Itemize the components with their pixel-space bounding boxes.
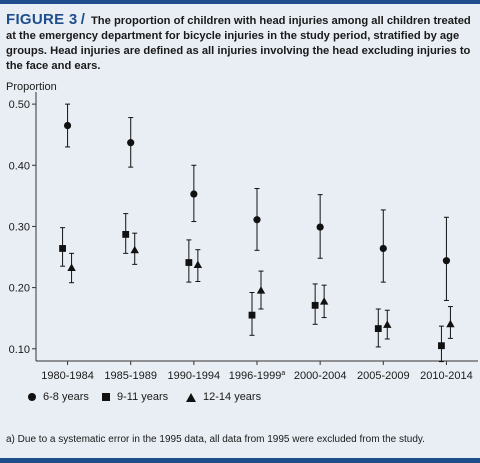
triangle-marker — [446, 319, 455, 328]
data-point-square — [438, 325, 445, 363]
data-point-triangle — [319, 284, 329, 319]
y-tick-label: 0.40 — [9, 160, 30, 172]
circle-marker — [63, 121, 72, 130]
circle-marker — [379, 244, 387, 253]
figure-caption-text: The proportion of children with head inj… — [6, 15, 471, 72]
y-tick-label: 0.50 — [9, 99, 30, 111]
x-tick-footnote-mark: a — [281, 370, 285, 377]
y-tick-label: 0.10 — [9, 344, 30, 356]
square-marker — [248, 311, 256, 319]
footnote: a) Due to a systematic error in the 1995… — [6, 434, 425, 445]
data-point-circle — [63, 103, 72, 148]
square-marker — [185, 259, 193, 266]
data-point-square — [248, 291, 256, 336]
y-tick-label: 0.20 — [9, 283, 30, 295]
data-point-circle — [253, 188, 261, 251]
legend-item-12-14: 12-14 years — [186, 391, 261, 403]
data-point-circle — [379, 209, 387, 283]
data-point-triangle — [130, 232, 139, 265]
x-tick-label: 2005-2009 — [357, 370, 410, 382]
data-point-triangle — [256, 270, 266, 310]
data-point-square — [122, 213, 130, 254]
x-tick-label: 1985-1989 — [104, 370, 157, 382]
y-axis-label: Proportion — [6, 81, 57, 93]
x-tick-label: 1980-1984 — [41, 370, 94, 382]
square-marker — [59, 245, 66, 252]
legend-label: 6-8 years — [43, 391, 89, 403]
triangle-marker — [256, 286, 266, 294]
data-point-triangle — [67, 252, 76, 284]
circle-marker — [316, 223, 324, 231]
x-tick-label: 1990-1994 — [168, 370, 221, 382]
bottom-rule — [0, 458, 480, 463]
chart-svg: Proportion 0.10 0.20 0.30 0.40 0.50 1980-1984… — [6, 81, 478, 382]
triangle-marker-icon — [186, 392, 196, 402]
data-point-triangle — [193, 249, 203, 282]
square-marker — [122, 230, 130, 238]
figure-caption: FIGURE 3 / The proportion of children wi… — [6, 12, 476, 74]
data-point-circle — [127, 117, 135, 168]
figure-separator: / — [80, 11, 85, 28]
data-point-triangle — [383, 309, 392, 340]
legend-item-6-8: 6-8 years — [28, 391, 89, 403]
data-point-square — [311, 283, 319, 325]
x-tick-label: 2010-2014 — [420, 370, 473, 382]
circle-marker — [127, 139, 135, 147]
square-marker — [438, 342, 445, 350]
data-point-square — [374, 308, 382, 348]
chart-area: Proportion 0.10 0.20 0.30 0.40 0.50 1980-1984… — [0, 78, 480, 418]
circle-marker-icon — [28, 393, 36, 401]
data-point-circle — [442, 216, 451, 301]
square-marker — [311, 301, 319, 309]
legend-label: 12-14 years — [203, 391, 262, 403]
triangle-marker — [383, 320, 392, 328]
top-rule — [0, 0, 480, 4]
x-tick-label: 1996-1999a — [229, 370, 286, 382]
legend-item-9-11: 9-11 years — [102, 391, 168, 403]
data-point-square — [185, 239, 193, 283]
circle-marker — [253, 216, 261, 224]
data-point-circle — [316, 194, 324, 259]
circle-marker — [190, 190, 198, 198]
data-point-circle — [190, 164, 198, 223]
data-point-triangle — [446, 306, 455, 339]
triangle-marker — [319, 297, 329, 305]
legend-label: 9-11 years — [117, 391, 169, 403]
square-marker — [374, 325, 382, 332]
circle-marker — [442, 257, 451, 265]
x-tick-label: 2000-2004 — [294, 370, 347, 382]
triangle-marker — [67, 263, 76, 272]
triangle-marker — [130, 245, 139, 254]
square-marker-icon — [102, 393, 110, 401]
figure-label: FIGURE 3 — [6, 11, 78, 28]
triangle-marker — [193, 260, 203, 268]
data-point-square — [59, 227, 66, 267]
legend: 6-8 years 9-11 years 12-14 years — [18, 391, 478, 407]
y-tick-label: 0.30 — [9, 221, 30, 233]
